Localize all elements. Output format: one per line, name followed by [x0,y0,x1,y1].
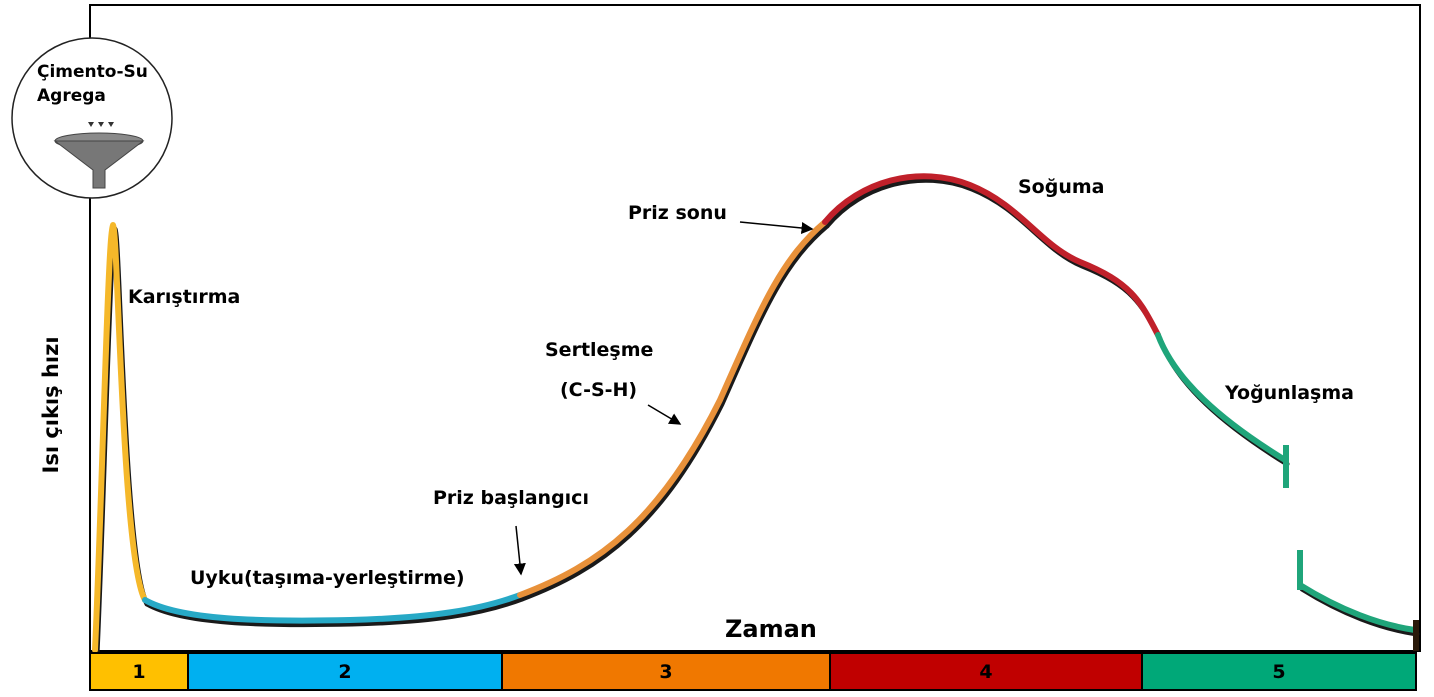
stage-number: 4 [979,661,992,683]
curve-cooling [822,173,1161,338]
annotation: Uyku(taşıma-yerleştirme) [190,567,465,589]
arrow [513,525,526,576]
heat-curve [92,173,1420,657]
stage-cell [501,652,831,691]
curve-dormant [142,592,523,624]
stage-number: 2 [338,661,351,683]
stage-number: 1 [132,661,145,683]
annotation: Priz sonu [628,202,727,224]
stage-bar: 1 2 3 4 5 [89,652,1417,691]
arrow [647,404,682,425]
y-axis-label: Isı çıkış hızı [39,336,63,473]
input-circle [11,37,173,199]
stage-number: 3 [659,661,672,683]
stage-cell [89,652,189,691]
stage-cell [1141,652,1417,691]
annotation: Karıştırma [128,286,240,308]
funnel [53,140,145,189]
frame [89,4,1421,652]
x-axis-label: Zaman [725,615,817,643]
stage-cell [829,652,1143,691]
annotation: Sertleşme [545,339,653,361]
annotation: (C-S-H) [560,379,637,401]
input-icon: Çimento-Su Agrega [11,37,173,199]
annotation: Yoğunlaşma [1224,382,1354,404]
input-label: Agrega [37,86,106,106]
curve-hardening [517,219,828,598]
curve-mixing [92,222,148,653]
curve-densification [1155,332,1288,463]
stage-number: 5 [1272,661,1285,683]
drops [88,122,114,127]
annotation: Priz başlangıcı [433,487,589,509]
input-label: Çimento-Su [37,62,148,82]
annotation: Soğuma [1018,176,1104,198]
arrow [739,221,814,234]
curve-densification-end [1297,582,1418,633]
